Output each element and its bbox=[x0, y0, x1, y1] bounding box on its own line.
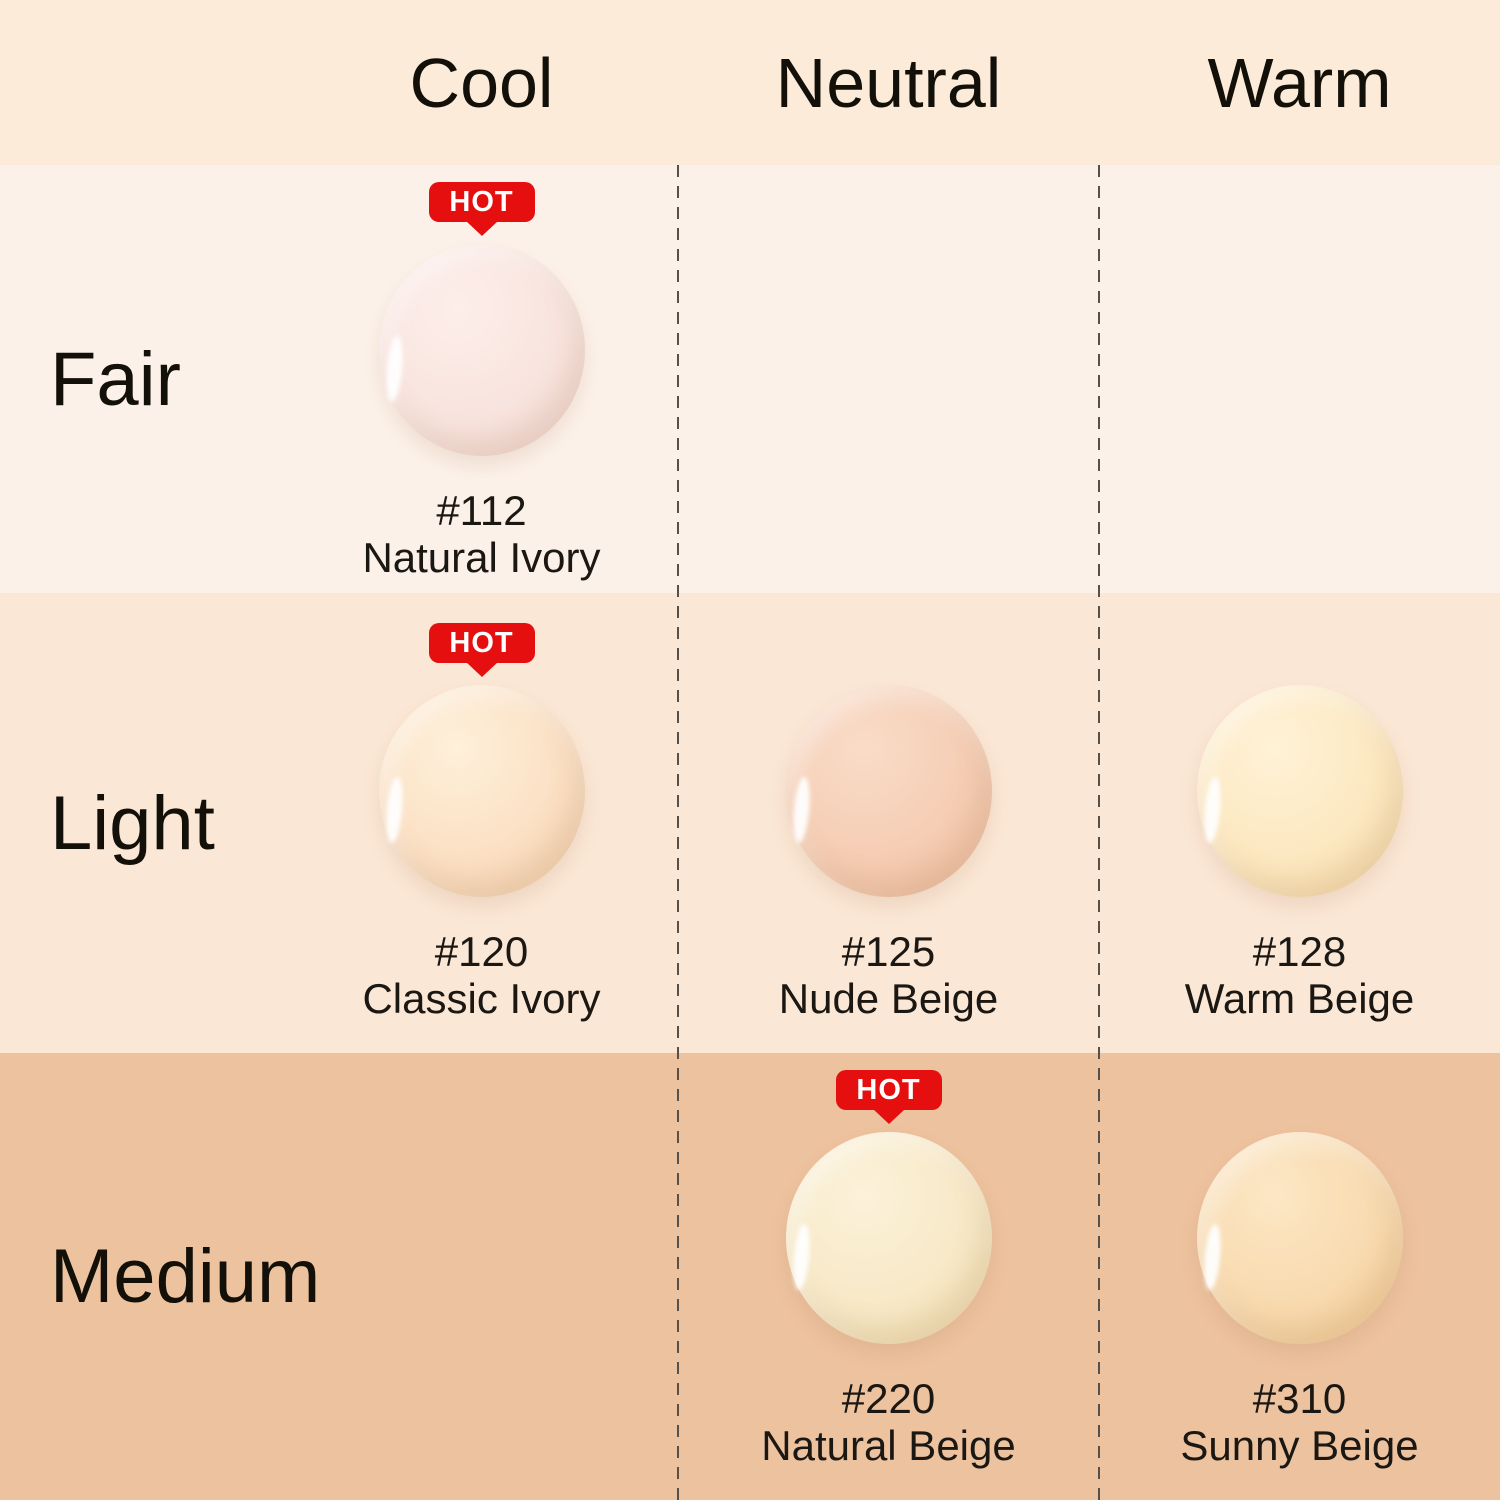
shade-name: Classic Ivory bbox=[362, 975, 601, 1022]
header-band: Cool Neutral Warm bbox=[0, 0, 1500, 165]
shade-name: Warm Beige bbox=[1184, 975, 1415, 1022]
cell-fair-cool: HOT #112 Natural Ivory bbox=[285, 165, 678, 593]
swatch-125 bbox=[785, 685, 992, 897]
hot-badge-tail-icon bbox=[872, 1109, 905, 1124]
cell-medium-cool-empty bbox=[285, 1053, 678, 1500]
hot-badge-label: HOT bbox=[449, 185, 514, 218]
cell-medium-neutral: HOT #220 Natural Beige bbox=[678, 1053, 1099, 1500]
swatch-highlight-icon bbox=[790, 1223, 812, 1291]
column-divider-neutral-warm bbox=[1098, 165, 1100, 1500]
hot-badge-label: HOT bbox=[449, 626, 514, 659]
column-header-neutral: Neutral bbox=[775, 43, 1002, 122]
swatch-highlight-icon bbox=[1201, 776, 1223, 844]
swatch-310 bbox=[1196, 1132, 1403, 1344]
swatch-120 bbox=[378, 685, 585, 897]
cell-fair-warm-empty bbox=[1099, 165, 1500, 593]
row-medium: Medium HOT #220 Natural Beige HOT #310 S… bbox=[0, 1053, 1500, 1500]
column-header-warm: Warm bbox=[1207, 43, 1392, 122]
shade-name: Nude Beige bbox=[778, 975, 999, 1022]
row-fair: Fair HOT #112 Natural Ivory bbox=[0, 165, 1500, 593]
swatch-128 bbox=[1196, 685, 1403, 897]
column-header-cool: Cool bbox=[409, 43, 554, 122]
cell-light-neutral: HOT #125 Nude Beige bbox=[678, 593, 1099, 1053]
row-header-medium: Medium bbox=[50, 1234, 321, 1319]
hot-badge: HOT bbox=[835, 1070, 942, 1124]
shade-code: #120 bbox=[434, 928, 529, 975]
shade-name: Natural Ivory bbox=[362, 534, 601, 581]
swatch-220 bbox=[785, 1132, 992, 1344]
shade-name: Sunny Beige bbox=[1180, 1422, 1419, 1469]
column-divider-cool-neutral bbox=[677, 165, 679, 1500]
hot-badge-tail-icon bbox=[465, 221, 498, 236]
hot-badge-tail-icon bbox=[465, 662, 498, 677]
shade-code: #125 bbox=[841, 928, 936, 975]
cell-medium-warm: HOT #310 Sunny Beige bbox=[1099, 1053, 1500, 1500]
cell-light-cool: HOT #120 Classic Ivory bbox=[285, 593, 678, 1053]
cell-fair-neutral-empty bbox=[678, 165, 1099, 593]
swatch-highlight-icon bbox=[383, 776, 405, 844]
shade-code: #112 bbox=[436, 487, 527, 534]
swatch-112 bbox=[378, 244, 585, 456]
hot-badge: HOT bbox=[428, 182, 535, 236]
shade-code: #128 bbox=[1252, 928, 1347, 975]
swatch-highlight-icon bbox=[1201, 1223, 1223, 1291]
row-light: Light HOT #120 Classic Ivory HOT #125 Nu… bbox=[0, 593, 1500, 1053]
shade-code: #310 bbox=[1252, 1375, 1347, 1422]
shade-code: #220 bbox=[841, 1375, 936, 1422]
row-header-fair: Fair bbox=[50, 336, 181, 422]
swatch-highlight-icon bbox=[383, 335, 405, 403]
shade-name: Natural Beige bbox=[761, 1422, 1016, 1469]
cell-light-warm: HOT #128 Warm Beige bbox=[1099, 593, 1500, 1053]
hot-badge: HOT bbox=[428, 623, 535, 677]
row-header-light: Light bbox=[50, 780, 215, 866]
swatch-highlight-icon bbox=[790, 776, 812, 844]
hot-badge-label: HOT bbox=[856, 1073, 921, 1106]
